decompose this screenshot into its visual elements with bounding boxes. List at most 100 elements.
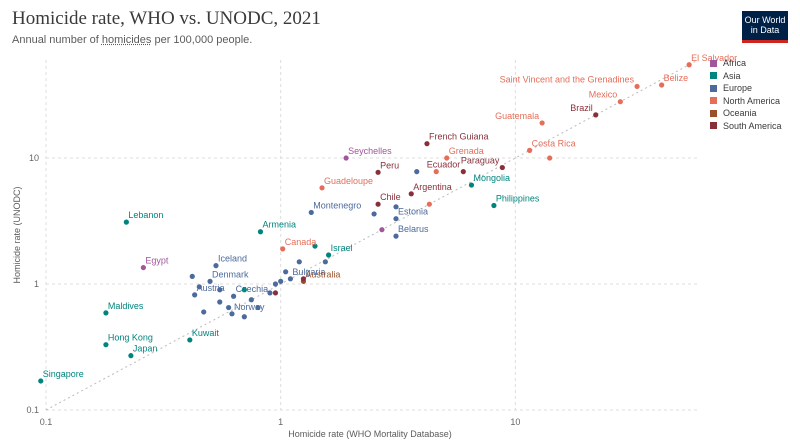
scatter-point-45[interactable] xyxy=(312,243,318,249)
owid-logo[interactable]: Our World in Data xyxy=(742,11,788,43)
scatter-point-maldives[interactable] xyxy=(103,310,109,316)
scatter-point-saint-vincent-and-the-grenadines[interactable] xyxy=(634,83,640,90)
tick-labels: 0.1 1 10 0.1 1 10 xyxy=(26,153,520,427)
scatter-point-50[interactable] xyxy=(272,281,279,287)
scatter-point-40[interactable] xyxy=(547,155,553,161)
legend-item-africa[interactable]: Africa xyxy=(710,57,782,69)
scatter-point-argentina[interactable] xyxy=(408,191,414,197)
scatter-point-mexico[interactable] xyxy=(617,99,623,105)
scatter-point-iceland[interactable] xyxy=(213,263,219,269)
scatter-point-61[interactable] xyxy=(241,287,247,293)
scatter-point-43[interactable] xyxy=(371,211,377,217)
scatter-point-denmark[interactable] xyxy=(207,278,213,284)
scatter-point-egypt[interactable] xyxy=(140,264,146,271)
scatter-point-52[interactable] xyxy=(248,297,254,303)
point-label: Japan xyxy=(133,344,158,354)
point-label: Ecuador xyxy=(427,160,461,170)
point-label: Maldives xyxy=(108,301,144,311)
scatter-point-brazil[interactable] xyxy=(593,112,599,118)
scatter-point-seychelles[interactable] xyxy=(343,155,349,161)
scatter-point-belize[interactable] xyxy=(659,82,665,88)
scatter-point-lebanon[interactable] xyxy=(123,219,129,225)
scatter-point-israel[interactable] xyxy=(325,252,332,258)
scatter-point-57[interactable] xyxy=(241,314,247,320)
scatter-point-armenia[interactable] xyxy=(257,229,264,235)
legend: Africa Asia Europe North America Oceania Sout… xyxy=(710,57,782,132)
point-label: Kuwait xyxy=(192,328,220,338)
scatter-point-austria[interactable] xyxy=(192,292,198,298)
scatter-point-48[interactable] xyxy=(283,269,289,275)
legend-item-south-america[interactable]: South America xyxy=(710,120,782,132)
scatter-point-41[interactable] xyxy=(426,201,432,207)
subtitle-pre: Annual number of xyxy=(12,34,102,46)
scatter-point-peru[interactable] xyxy=(375,169,381,175)
scatter-point-hong-kong[interactable] xyxy=(103,342,109,348)
scatter-point-56[interactable] xyxy=(201,309,207,315)
scatter-point-mongolia[interactable] xyxy=(468,182,475,188)
point-label: Chile xyxy=(380,192,401,202)
scatter-point-japan[interactable] xyxy=(128,353,134,359)
scatter-point-44[interactable] xyxy=(379,227,385,233)
legend-item-north-america[interactable]: North America xyxy=(710,95,782,107)
point-label: Belize xyxy=(664,73,689,83)
chart-title: Homicide rate, WHO vs. UNODC, 2021 xyxy=(12,8,321,29)
scatter-point-czechia[interactable] xyxy=(230,293,237,299)
scatter-point-42[interactable] xyxy=(393,204,399,210)
legend-label: Africa xyxy=(723,58,747,68)
scatter-point-norway[interactable] xyxy=(229,311,235,317)
point-label: Peru xyxy=(380,160,399,170)
scatter-point-51[interactable] xyxy=(267,290,273,296)
legend-item-asia[interactable]: Asia xyxy=(710,70,782,82)
scatter-point-french-guiana[interactable] xyxy=(424,141,430,147)
scatter-point-el-salvador[interactable] xyxy=(686,62,692,68)
scatter-point-46[interactable] xyxy=(322,259,328,265)
scatter-point-49[interactable] xyxy=(278,278,284,284)
scatter-point-canada[interactable] xyxy=(280,246,286,252)
scatter-point-kuwait[interactable] xyxy=(187,337,193,343)
scatter-point-guadeloupe[interactable] xyxy=(319,185,325,191)
scatter-point-belarus[interactable] xyxy=(393,233,399,239)
legend-item-oceania[interactable]: Oceania xyxy=(710,107,782,119)
scatter-point-costa-rica[interactable] xyxy=(527,147,533,153)
scatter-point-58[interactable] xyxy=(226,304,232,311)
scatter-point-ecuador[interactable] xyxy=(460,169,466,175)
scatter-point-paraguay[interactable] xyxy=(499,164,505,171)
grid-layer xyxy=(45,59,699,411)
point-label: Bulgaria xyxy=(292,267,325,277)
scatter-point-estonia[interactable] xyxy=(393,216,399,222)
scatter-point-montenegro[interactable] xyxy=(308,209,314,216)
point-label: Australia xyxy=(305,269,340,279)
scatter-point-59[interactable] xyxy=(189,273,195,279)
scatter-point-62[interactable] xyxy=(300,276,307,282)
scatter-point-grenada[interactable] xyxy=(444,155,450,161)
scatter-point-philippines[interactable] xyxy=(491,202,497,209)
scatter-point-54[interactable] xyxy=(217,299,223,305)
point-label: Singapore xyxy=(43,369,84,379)
scatter-point-47[interactable] xyxy=(296,259,302,265)
x-axis-label: Homicide rate (WHO Mortality Database) xyxy=(288,429,452,439)
point-label: Mongolia xyxy=(473,173,510,183)
point-label: Estonia xyxy=(398,207,428,217)
scatter-point-singapore[interactable] xyxy=(38,378,44,384)
scatter-point-63[interactable] xyxy=(272,290,279,296)
scatter-point-53[interactable] xyxy=(255,304,261,311)
chart-subtitle: Annual number of homicides per 100,000 p… xyxy=(12,34,252,46)
legend-label: Asia xyxy=(723,70,741,81)
scatter-point-chile[interactable] xyxy=(375,201,381,207)
subtitle-link[interactable]: homicides xyxy=(101,34,152,46)
y-tick-label-0: 0.1 xyxy=(26,405,39,415)
scatter-point-guatemala[interactable] xyxy=(539,120,545,126)
x-tick-label-0: 0.1 xyxy=(40,417,53,427)
legend-swatch xyxy=(710,59,717,67)
scatter-point-bulgaria[interactable] xyxy=(287,276,294,282)
x-tick-label-2: 10 xyxy=(510,417,520,427)
point-label: Iceland xyxy=(218,254,247,264)
scatter-point-60[interactable] xyxy=(217,287,223,293)
point-label: Armenia xyxy=(262,220,296,230)
point-label: Egypt xyxy=(145,256,169,266)
scatter-point-39[interactable] xyxy=(433,169,439,175)
scatter-point-55[interactable] xyxy=(196,284,202,290)
legend-item-europe[interactable]: Europe xyxy=(710,82,782,94)
scatter-point-38[interactable] xyxy=(414,169,420,175)
